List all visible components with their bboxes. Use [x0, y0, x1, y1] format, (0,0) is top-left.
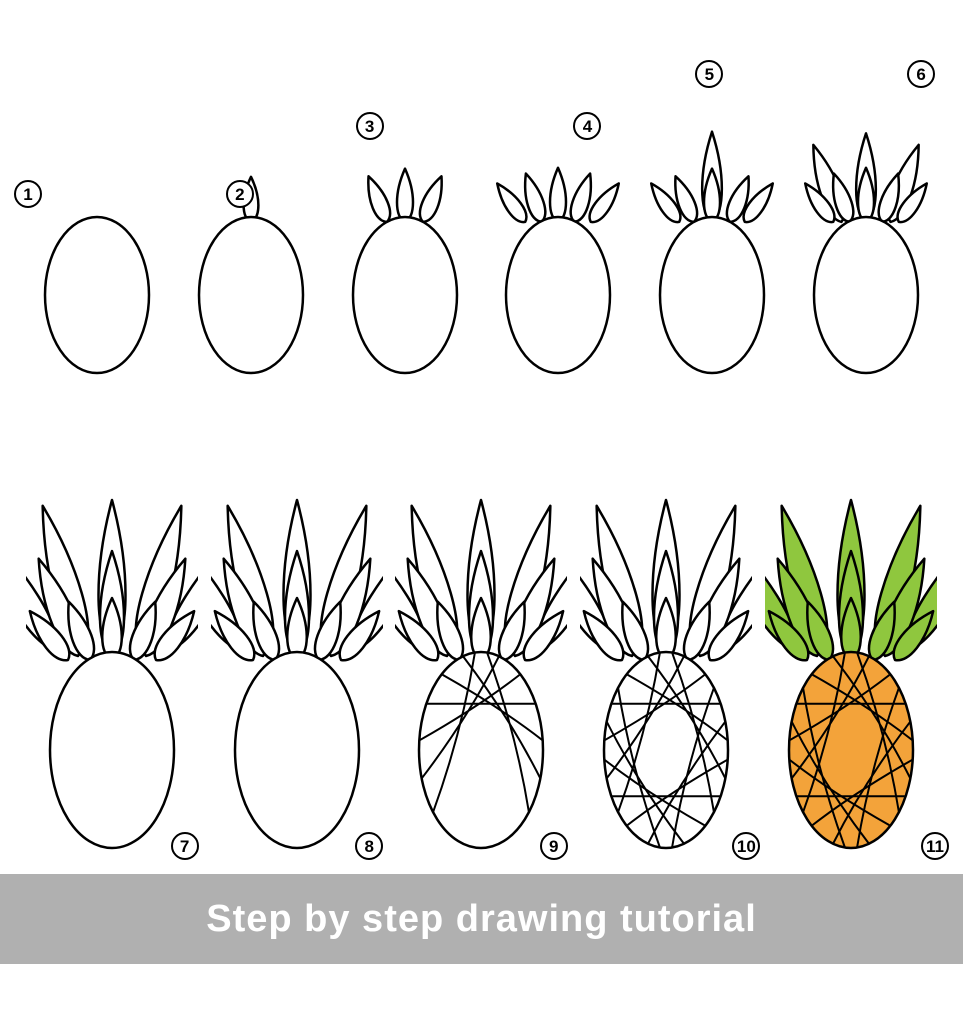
- step-7-number: 7: [180, 838, 189, 855]
- step-11-drawing: [765, 440, 937, 860]
- step-3-drawing: [335, 50, 475, 380]
- step-6-drawing: [796, 50, 936, 380]
- step-7-drawing: [26, 440, 198, 860]
- row-1: 1 2 3 4: [20, 30, 943, 380]
- step-6-cell: 6: [789, 50, 943, 380]
- step-11-badge: 11: [921, 832, 949, 860]
- step-9-number: 9: [549, 838, 558, 855]
- step-10-number: 10: [737, 838, 756, 855]
- step-4-number: 4: [583, 118, 592, 135]
- step-3-cell: 3: [328, 50, 482, 380]
- step-11-number: 11: [926, 838, 944, 855]
- step-2-cell: 2: [174, 50, 328, 380]
- step-5-drawing: [642, 50, 782, 380]
- step-1-cell: 1: [20, 50, 174, 380]
- step-11-cell: 11: [758, 440, 943, 860]
- step-4-cell: 4: [481, 50, 635, 380]
- step-8-number: 8: [364, 838, 373, 855]
- tutorial-page: 1 2 3 4: [0, 0, 963, 1024]
- step-2-badge: 2: [226, 180, 254, 208]
- steps-grid: 1 2 3 4: [0, 0, 963, 860]
- step-9-cell: 9: [389, 440, 574, 860]
- step-10-cell: 10: [574, 440, 759, 860]
- step-9-badge: 9: [540, 832, 568, 860]
- footer-text: Step by step drawing tutorial: [206, 898, 757, 941]
- step-10-drawing: [580, 440, 752, 860]
- step-8-cell: 8: [205, 440, 390, 860]
- step-10-badge: 10: [732, 832, 760, 860]
- step-2-drawing: [181, 50, 321, 380]
- step-3-number: 3: [365, 118, 374, 135]
- row-2: 7 8 9 10: [20, 420, 943, 860]
- step-8-badge: 8: [355, 832, 383, 860]
- step-9-drawing: [395, 440, 567, 860]
- step-1-badge: 1: [14, 180, 42, 208]
- step-7-badge: 7: [171, 832, 199, 860]
- step-5-number: 5: [705, 66, 714, 83]
- step-4-drawing: [488, 50, 628, 380]
- step-2-number: 2: [235, 186, 244, 203]
- step-6-number: 6: [916, 66, 925, 83]
- step-3-badge: 3: [356, 112, 384, 140]
- step-8-drawing: [211, 440, 383, 860]
- step-5-cell: 5: [635, 50, 789, 380]
- step-7-cell: 7: [20, 440, 205, 860]
- step-1-drawing: [27, 50, 167, 380]
- step-1-number: 1: [23, 186, 32, 203]
- step-6-badge: 6: [907, 60, 935, 88]
- footer-bar: Step by step drawing tutorial: [0, 874, 963, 964]
